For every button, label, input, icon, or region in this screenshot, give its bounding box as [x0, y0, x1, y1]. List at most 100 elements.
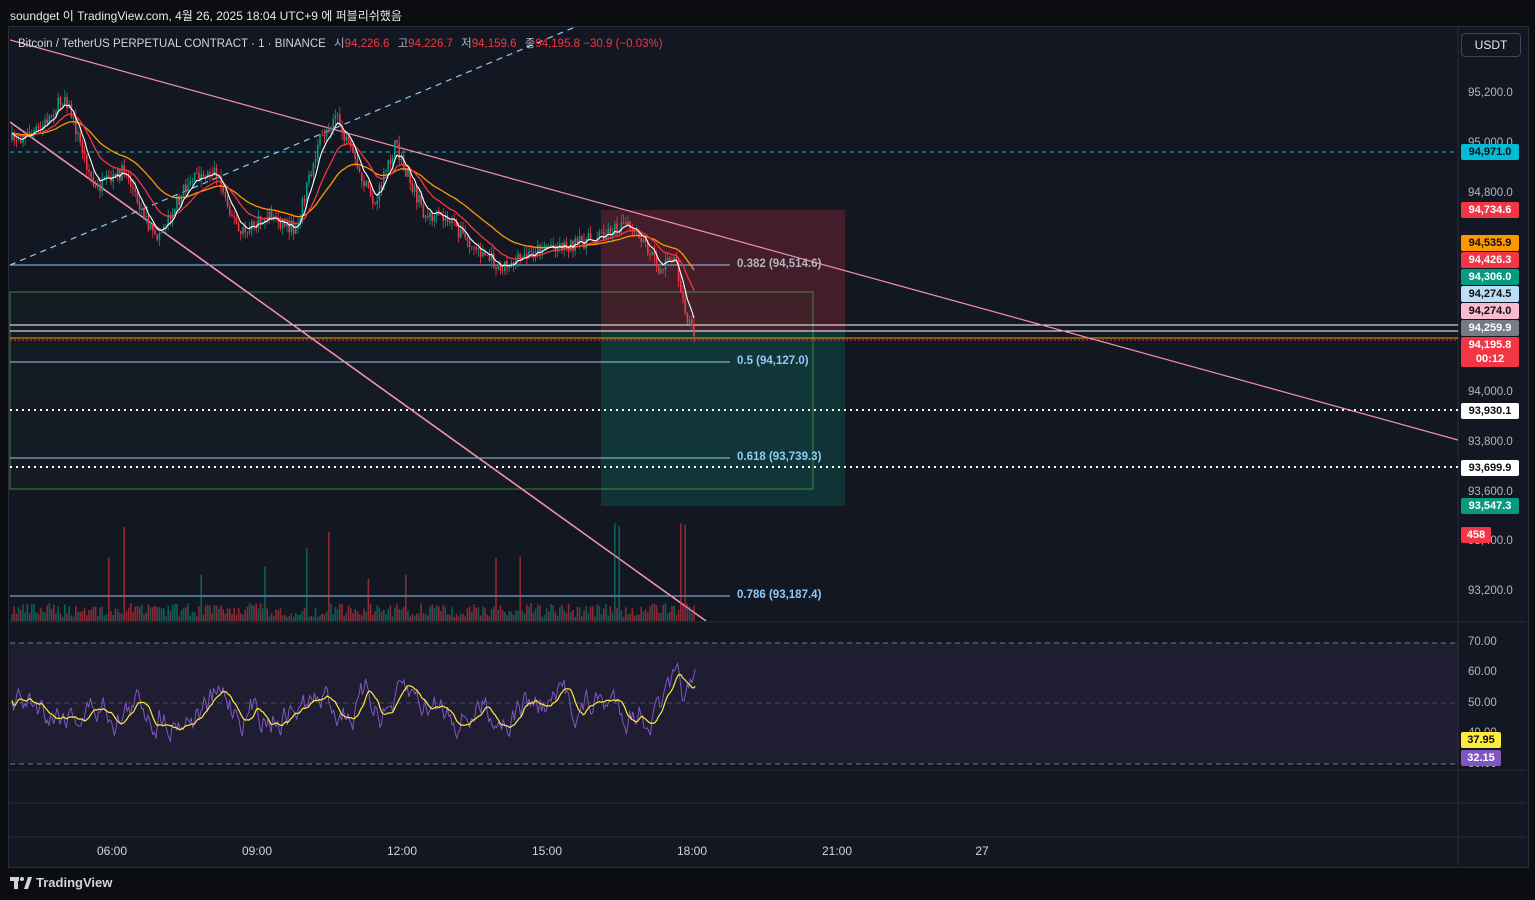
- volume-bar: [68, 606, 70, 621]
- volume-bar: [545, 608, 548, 621]
- volume-bar: [398, 609, 400, 621]
- candle-body: [490, 253, 493, 261]
- candle-body: [572, 240, 574, 251]
- volume-bar: [288, 615, 290, 621]
- volume-bar: [675, 614, 678, 621]
- volume-bar: [204, 605, 207, 621]
- volume-bar: [207, 604, 209, 621]
- volume-bar: [189, 616, 191, 621]
- candle-body: [499, 263, 502, 270]
- volume-bar: [449, 615, 451, 621]
- volume-bar: [44, 612, 46, 621]
- time-label: 15:00: [531, 844, 563, 858]
- volume-bar: [88, 610, 90, 621]
- volume-bar: [622, 616, 625, 621]
- time-label: 27: [975, 844, 989, 858]
- candle-body: [233, 216, 235, 218]
- volume-bar: [121, 613, 123, 621]
- candle-body: [182, 184, 185, 196]
- volume-bar: [666, 613, 669, 621]
- candle-body: [176, 196, 178, 210]
- candle-body: [506, 261, 508, 268]
- volume-bar: [323, 614, 326, 621]
- candle-body: [169, 216, 172, 220]
- candle-body: [464, 233, 466, 238]
- volume-bar: [420, 603, 422, 621]
- candle-body: [482, 252, 484, 257]
- candle-body: [99, 184, 101, 192]
- volume-bar: [196, 616, 198, 621]
- volume-bar: [435, 605, 438, 621]
- price-scale-label: 95,200.0: [1468, 87, 1513, 99]
- candle-body: [90, 171, 92, 178]
- volume-bar: [328, 531, 330, 621]
- volume-bar: [627, 614, 629, 621]
- candle-body: [528, 251, 530, 258]
- volume-bar: [167, 605, 169, 621]
- volume-bar: [229, 608, 231, 621]
- volume-bar: [482, 606, 484, 621]
- candle-body: [61, 103, 64, 105]
- rsi-scale-label: 30.00: [1468, 763, 1497, 770]
- candle-body: [152, 224, 154, 231]
- volume-bar: [631, 608, 634, 621]
- volume-bar: [473, 604, 475, 621]
- volume-bar: [539, 605, 541, 621]
- currency-button[interactable]: USDT: [1461, 33, 1521, 57]
- volume-bar: [143, 614, 145, 621]
- volume-bar: [517, 610, 519, 621]
- channel-line: [10, 121, 707, 621]
- candle-body: [451, 218, 453, 224]
- symbol-legend[interactable]: Bitcoin / TetherUS PERPETUAL CONTRACT · …: [18, 35, 663, 51]
- volume-bar: [438, 606, 440, 621]
- volume-bar: [541, 616, 543, 621]
- volume-bar: [402, 606, 405, 621]
- candle-body: [532, 251, 535, 257]
- volume-bar: [37, 613, 40, 621]
- symbol-name[interactable]: Bitcoin / TetherUS PERPETUAL CONTRACT · …: [18, 38, 326, 50]
- candle-body: [416, 185, 418, 203]
- volume-bar: [671, 606, 673, 621]
- candle-body: [669, 257, 671, 261]
- candle-body: [189, 181, 191, 186]
- candle-body: [275, 216, 277, 218]
- candle-body: [622, 222, 625, 223]
- downtrend-line: [10, 39, 1458, 441]
- volume-bar: [209, 605, 211, 621]
- volume-bar: [237, 608, 240, 621]
- chart-area[interactable]: [8, 26, 1529, 868]
- tradingview-logo-icon: [10, 876, 32, 889]
- volume-bar: [400, 609, 403, 621]
- candle-body: [264, 217, 266, 223]
- volume-bar: [457, 616, 460, 621]
- candle-body: [268, 211, 271, 221]
- candle-body: [471, 246, 473, 248]
- candle-body: [75, 117, 77, 135]
- candle-body: [15, 139, 18, 142]
- volume-bar: [532, 612, 535, 621]
- volume-bar: [537, 604, 539, 621]
- volume-bar: [367, 578, 370, 621]
- candle-body: [116, 169, 119, 177]
- volume-bar: [484, 607, 486, 621]
- candle-body: [314, 158, 317, 163]
- volume-bar: [396, 603, 398, 621]
- candle-body: [587, 233, 590, 240]
- volume-bar: [108, 557, 110, 621]
- volume-bar: [42, 611, 44, 621]
- candle-body: [653, 251, 656, 256]
- volume-bar: [693, 605, 695, 621]
- volume-bar: [275, 609, 277, 621]
- price-tag: 94,274.5: [1461, 286, 1519, 302]
- tradingview-logo[interactable]: TradingView: [10, 875, 112, 890]
- volume-bar: [508, 611, 510, 621]
- candle-body: [57, 97, 59, 112]
- candle-body: [187, 185, 189, 192]
- candle-body: [204, 176, 207, 178]
- candle-body: [101, 178, 103, 192]
- volume-bar: [158, 607, 161, 621]
- volume-bar: [103, 615, 106, 621]
- candle-body: [105, 175, 108, 178]
- volume-bar: [110, 611, 112, 621]
